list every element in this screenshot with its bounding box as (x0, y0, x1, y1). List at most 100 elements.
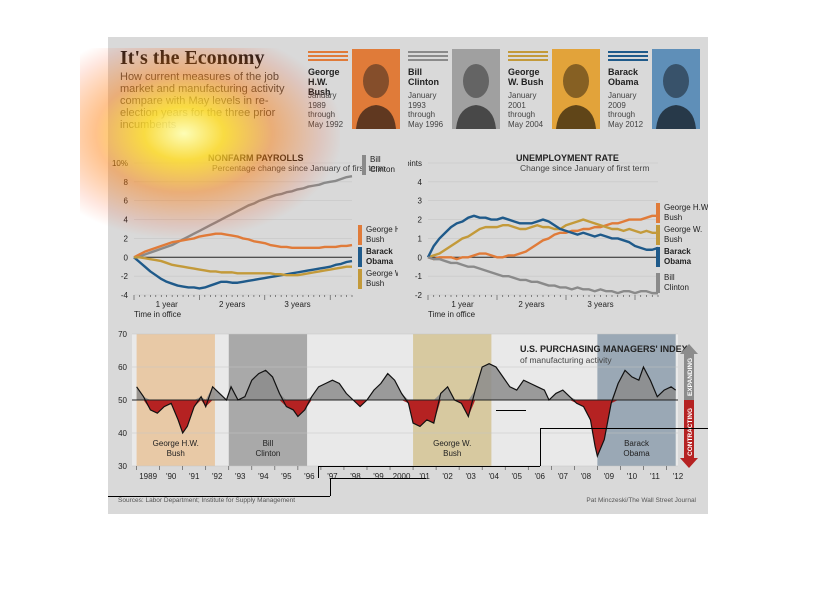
legend-label: Obama (664, 257, 692, 266)
y-tick-label: 2 (124, 234, 129, 243)
series-line (427, 214, 658, 261)
scan-line (318, 466, 540, 467)
y-tick-label: 40 (118, 429, 127, 438)
x-tick-label: '94 (258, 472, 269, 481)
y-tick-label: 8 (124, 178, 129, 187)
president-dates: January 1993 through May 1996 (408, 91, 444, 129)
x-tick-label: 3 years (284, 300, 310, 309)
portrait-clinton-icon (452, 49, 500, 129)
x-axis-label: Time in office (134, 310, 182, 319)
chart-title: U.S. PURCHASING MANAGERS' INDEX (520, 344, 688, 354)
y-tick-label: 70 (118, 330, 127, 339)
y-tick-label: -4 (121, 291, 129, 300)
chart-subtitle: Change since January of first term (520, 163, 649, 173)
x-tick-label: 2000 (393, 472, 411, 481)
term-label: George H.W. (153, 439, 199, 448)
chart-title: NONFARM PAYROLLS (208, 153, 304, 163)
legend-label: Bush (366, 279, 384, 288)
scan-line (330, 478, 426, 479)
series-line (133, 232, 353, 259)
president-dates: January 2009 through May 2012 (608, 91, 644, 129)
legend-label: Bush (664, 235, 682, 244)
credit-note: Pat Minczeski/The Wall Street Journal (586, 497, 696, 504)
y-tick-label: 0 (418, 253, 423, 262)
legend-label: Obama (366, 257, 394, 266)
x-tick-label: '90 (166, 472, 177, 481)
x-tick-label: '07 (558, 472, 569, 481)
x-tick-label: '08 (581, 472, 592, 481)
chart-subtitle: Percentage change since January of first… (212, 163, 385, 173)
legend-swatch-gwbush (508, 51, 548, 61)
x-tick-label: '99 (373, 472, 384, 481)
legend-swatch-ghwbush (308, 51, 348, 61)
term-label: Bush (443, 449, 461, 458)
page-title: It's the Economy (120, 47, 265, 69)
legend-swatch (358, 225, 362, 245)
legend-label: Barack (664, 247, 691, 256)
x-tick-label: '96 (304, 472, 315, 481)
legend-label: Bill (370, 155, 381, 164)
legend-swatch-obama (608, 51, 648, 61)
y-tick-label: -2 (415, 291, 423, 300)
term-label: Clinton (255, 449, 280, 458)
portrait-obama-icon (652, 49, 700, 129)
y-tick-label: 1 (418, 234, 423, 243)
x-tick-label: '12 (673, 472, 684, 481)
y-tick-label: 10% (112, 159, 128, 168)
expanding-bar (684, 354, 694, 400)
chart-title: UNEMPLOYMENT RATE (516, 153, 619, 163)
scan-line (330, 478, 331, 496)
y-tick-label: 50 (118, 396, 127, 405)
x-tick-label: '01 (419, 472, 430, 481)
term-label: Obama (623, 449, 650, 458)
x-axis-label: Time in office (428, 310, 476, 319)
term-label: Barack (624, 439, 650, 448)
x-tick-label: 2 years (219, 300, 245, 309)
scan-line (318, 466, 319, 478)
legend-swatch (656, 203, 660, 223)
expanding-label: EXPANDING (687, 358, 694, 396)
x-tick-label: '92 (212, 472, 223, 481)
series-line (426, 214, 659, 258)
legend-label: Barack (366, 247, 393, 256)
x-tick-label: 2 years (518, 300, 544, 309)
x-tick-label: '06 (535, 472, 546, 481)
contracting-arrow-icon (680, 458, 698, 468)
y-tick-label: 4 (418, 178, 423, 187)
x-tick-label: '04 (488, 472, 499, 481)
x-tick-label: 1 year (156, 300, 179, 309)
president-card-obama: Barack Obama January 2009 through May 20… (606, 49, 706, 133)
legend-label: George H.W. (664, 203, 708, 212)
president-name: Bill Clinton (408, 67, 439, 87)
x-tick-label: '97 (327, 472, 338, 481)
scan-line (540, 428, 708, 429)
x-tick-label: '93 (235, 472, 246, 481)
president-card-clinton: Bill Clinton January 1993 through May 19… (406, 49, 506, 133)
legend-swatch (656, 225, 660, 245)
y-tick-label: 3 (418, 197, 423, 206)
president-name: George W. Bush (508, 67, 544, 87)
x-tick-label: '95 (281, 472, 292, 481)
page-subtitle: How current measures of the job market a… (120, 71, 285, 131)
y-tick-label: 0 (124, 253, 129, 262)
x-tick-label: '11 (650, 472, 660, 481)
x-tick-label: '05 (512, 472, 523, 481)
y-tick-label: 5 percentage points (408, 159, 422, 168)
x-tick-label: '03 (465, 472, 476, 481)
y-tick-label: 6 (124, 197, 129, 206)
chart-subtitle: of manufacturing activity (520, 355, 612, 365)
legend-label: Clinton (664, 283, 689, 292)
x-tick-label: '10 (627, 472, 638, 481)
portrait-ghwbush-icon (352, 49, 400, 129)
portrait-gwbush-icon (552, 49, 600, 129)
expansion-area (136, 363, 676, 400)
y-tick-label: 2 (418, 216, 423, 225)
president-card-ghwbush: George H.W. Bush January 1989 through Ma… (306, 49, 406, 133)
legend-swatch (362, 155, 366, 175)
term-label: Bill (263, 439, 274, 448)
y-tick-label: 30 (118, 462, 127, 471)
x-tick-label: 1989 (139, 472, 157, 481)
contracting-bar (684, 400, 694, 458)
